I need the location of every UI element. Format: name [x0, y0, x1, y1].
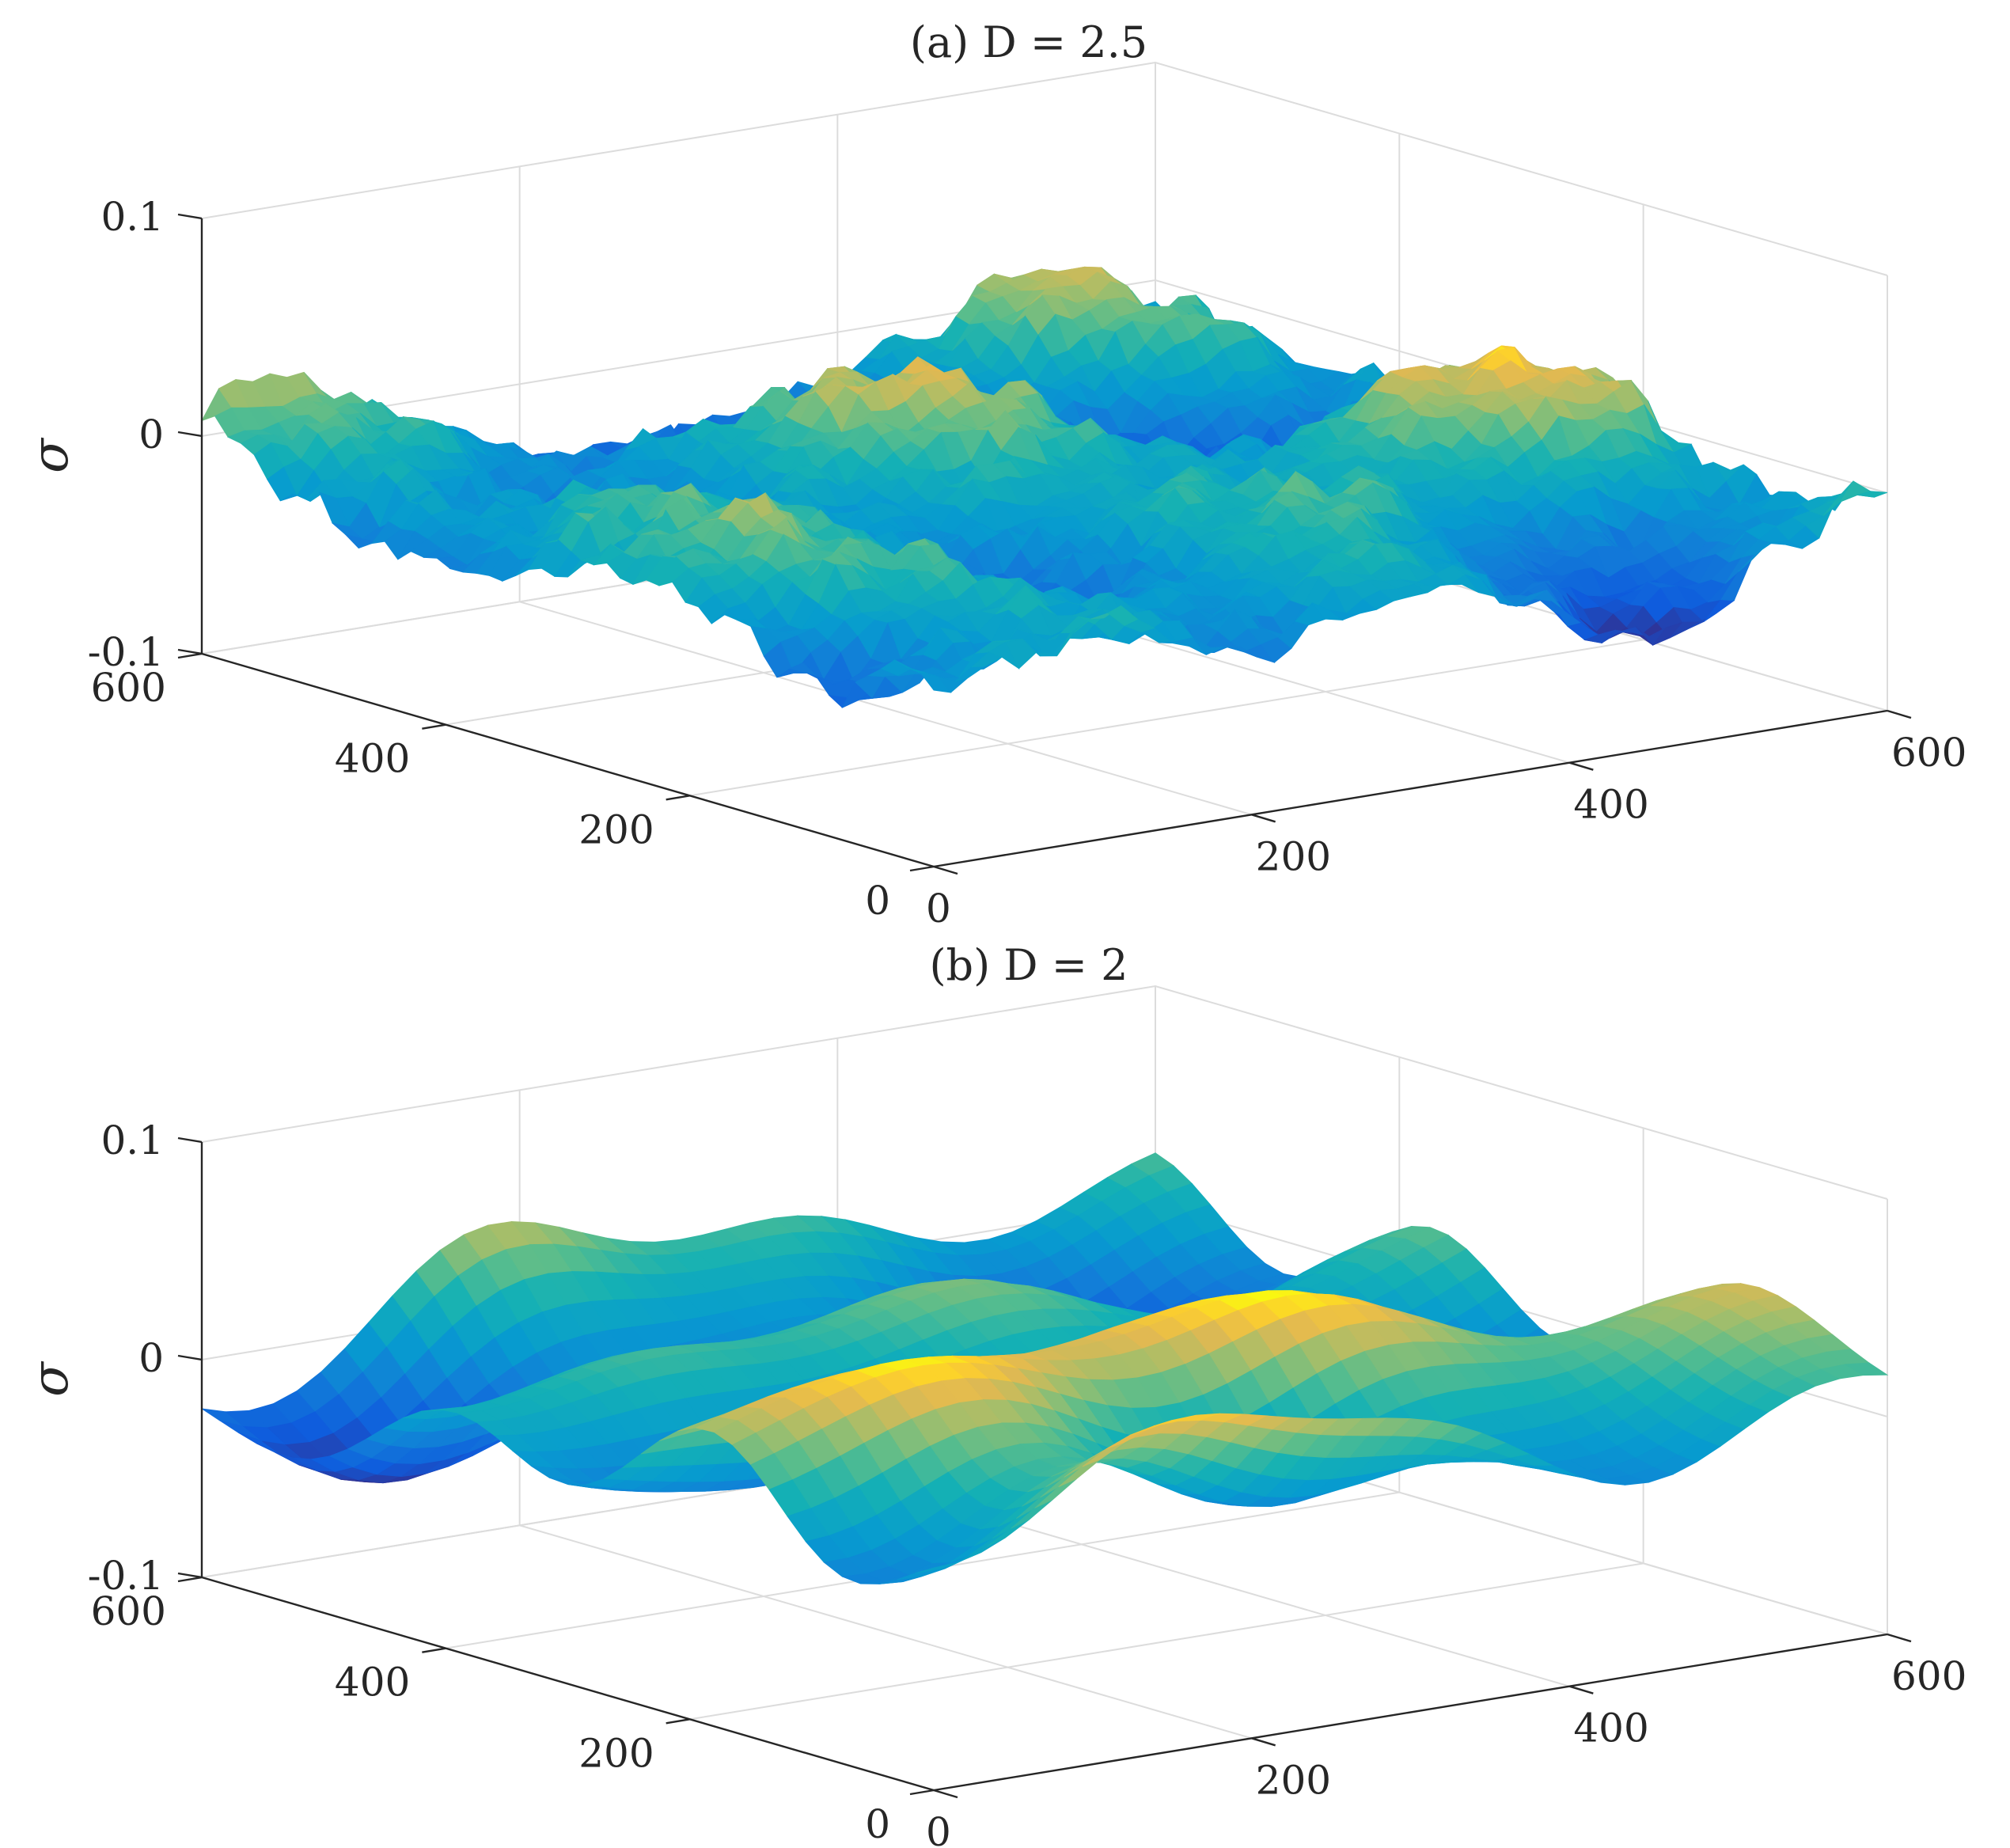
gridline-y	[689, 1562, 1644, 1721]
y-tick	[422, 1647, 446, 1653]
z-axis-label: σ	[21, 437, 80, 473]
y-tick-label: 400	[335, 736, 410, 782]
x-axis	[933, 709, 1888, 868]
x-axis	[933, 1633, 1888, 1792]
surface	[201, 266, 1888, 708]
x-tick	[1887, 1633, 1912, 1643]
z-tick-label: -0.1	[88, 629, 164, 675]
x-tick-label: 200	[1256, 1757, 1331, 1803]
chart-title: (a) D = 2.5	[910, 17, 1147, 67]
z-axis-label: σ	[21, 1360, 80, 1397]
x-tick	[1251, 1737, 1276, 1747]
x-tick-label: 600	[1891, 1653, 1966, 1699]
y-tick-label: 0	[865, 1801, 890, 1847]
surface	[201, 1152, 1889, 1584]
x-tick	[933, 1789, 958, 1799]
y-tick	[422, 723, 446, 730]
z-tick	[177, 213, 203, 220]
z-tick	[177, 1354, 203, 1361]
z-tick-label: 0.1	[100, 194, 164, 240]
z-tick-label: 0	[138, 1335, 164, 1381]
gridline-z	[201, 61, 1888, 276]
x-tick	[1251, 814, 1276, 823]
x-tick-label: 0	[926, 886, 951, 932]
y-tick-label: 400	[335, 1660, 410, 1706]
z-tick-label: 0.1	[100, 1118, 164, 1163]
y-tick-label: 200	[578, 806, 654, 852]
x-tick	[933, 865, 958, 875]
y-tick	[177, 652, 203, 659]
y-tick-label: 0	[865, 878, 890, 924]
y-tick	[666, 795, 690, 801]
x-tick-label: 0	[926, 1809, 951, 1848]
x-tick-label: 600	[1891, 730, 1966, 776]
gridline-z	[201, 985, 1888, 1200]
y-tick-label: 200	[578, 1730, 654, 1776]
y-tick	[177, 1576, 203, 1583]
x-tick	[1568, 1685, 1594, 1694]
z-tick	[177, 1137, 203, 1144]
z-tick	[177, 431, 203, 438]
z-tick-label: -0.1	[88, 1553, 164, 1599]
x-tick	[1568, 761, 1594, 771]
x-tick-label: 400	[1573, 782, 1648, 828]
y-tick	[666, 1718, 690, 1725]
y-tick	[909, 1789, 935, 1796]
y-tick	[909, 865, 935, 872]
chart-title: (b) D = 2	[929, 940, 1128, 990]
z-tick	[177, 1572, 203, 1579]
x-tick-label: 200	[1256, 833, 1331, 879]
y-axis	[201, 1576, 935, 1792]
x-tick	[1887, 709, 1912, 719]
x-tick-label: 400	[1573, 1706, 1648, 1751]
z-tick-label: 0	[138, 412, 164, 457]
gridline-y	[689, 639, 1644, 797]
z-tick	[177, 648, 203, 655]
